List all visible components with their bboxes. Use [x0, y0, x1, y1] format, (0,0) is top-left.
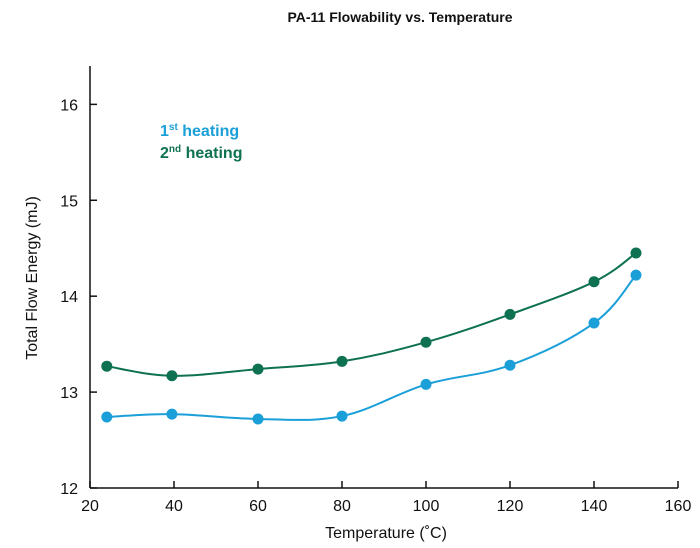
legend-label-rest: heating [181, 145, 242, 162]
data-point-1st-heating [166, 408, 178, 420]
data-point-2nd-heating [336, 355, 348, 367]
y-tick-label: 16 [60, 97, 78, 114]
x-tick-label: 140 [581, 498, 608, 515]
data-point-2nd-heating [420, 336, 432, 348]
x-tick-label: 20 [81, 498, 99, 515]
legend-item-2nd-heating: 2nd heating [160, 144, 242, 162]
y-tick-label: 13 [60, 385, 78, 402]
y-tick-label: 12 [60, 481, 78, 498]
legend-label-main: 2 [160, 145, 169, 162]
data-point-2nd-heating [252, 363, 264, 375]
x-tick-label: 60 [249, 498, 267, 515]
data-point-1st-heating [420, 378, 432, 390]
x-tick-label: 40 [165, 498, 183, 515]
x-tick-label: 100 [413, 498, 440, 515]
data-point-2nd-heating [504, 308, 516, 320]
data-point-1st-heating [336, 410, 348, 422]
data-point-1st-heating [504, 359, 516, 371]
series-points [101, 247, 642, 425]
x-tick-label: 160 [665, 498, 692, 515]
data-point-1st-heating [101, 411, 113, 423]
legend: 1st heating 2nd heating [160, 122, 242, 162]
x-axis-ticks: 20 40 60 80 100 120 140 160 [81, 481, 691, 515]
series-line-1st-heating [106, 274, 637, 421]
data-point-1st-heating [588, 317, 600, 329]
data-point-2nd-heating [588, 276, 600, 288]
x-tick-label: 80 [333, 498, 351, 515]
x-axis-label: Temperature (˚C) [325, 525, 447, 542]
y-axis-ticks: 12 13 14 15 16 [60, 97, 97, 498]
data-point-1st-heating [630, 269, 642, 281]
legend-label-main: 1 [160, 123, 169, 140]
chart-title: PA-11 Flowability vs. Temperature [287, 9, 512, 25]
data-point-1st-heating [252, 413, 264, 425]
data-point-2nd-heating [101, 360, 113, 372]
y-tick-label: 14 [60, 289, 78, 306]
x-tick-label: 120 [497, 498, 524, 515]
data-point-2nd-heating [166, 370, 178, 382]
series-line-2nd-heating [106, 252, 637, 377]
legend-label-rest: heating [178, 123, 239, 140]
legend-item-1st-heating: 1st heating [160, 122, 239, 140]
legend-label-sup: st [169, 122, 179, 133]
y-tick-label: 15 [60, 193, 78, 210]
legend-label-sup: nd [169, 144, 181, 155]
y-axis-label: Total Flow Energy (mJ) [24, 196, 41, 360]
data-point-2nd-heating [630, 247, 642, 259]
series-lines [106, 252, 637, 421]
